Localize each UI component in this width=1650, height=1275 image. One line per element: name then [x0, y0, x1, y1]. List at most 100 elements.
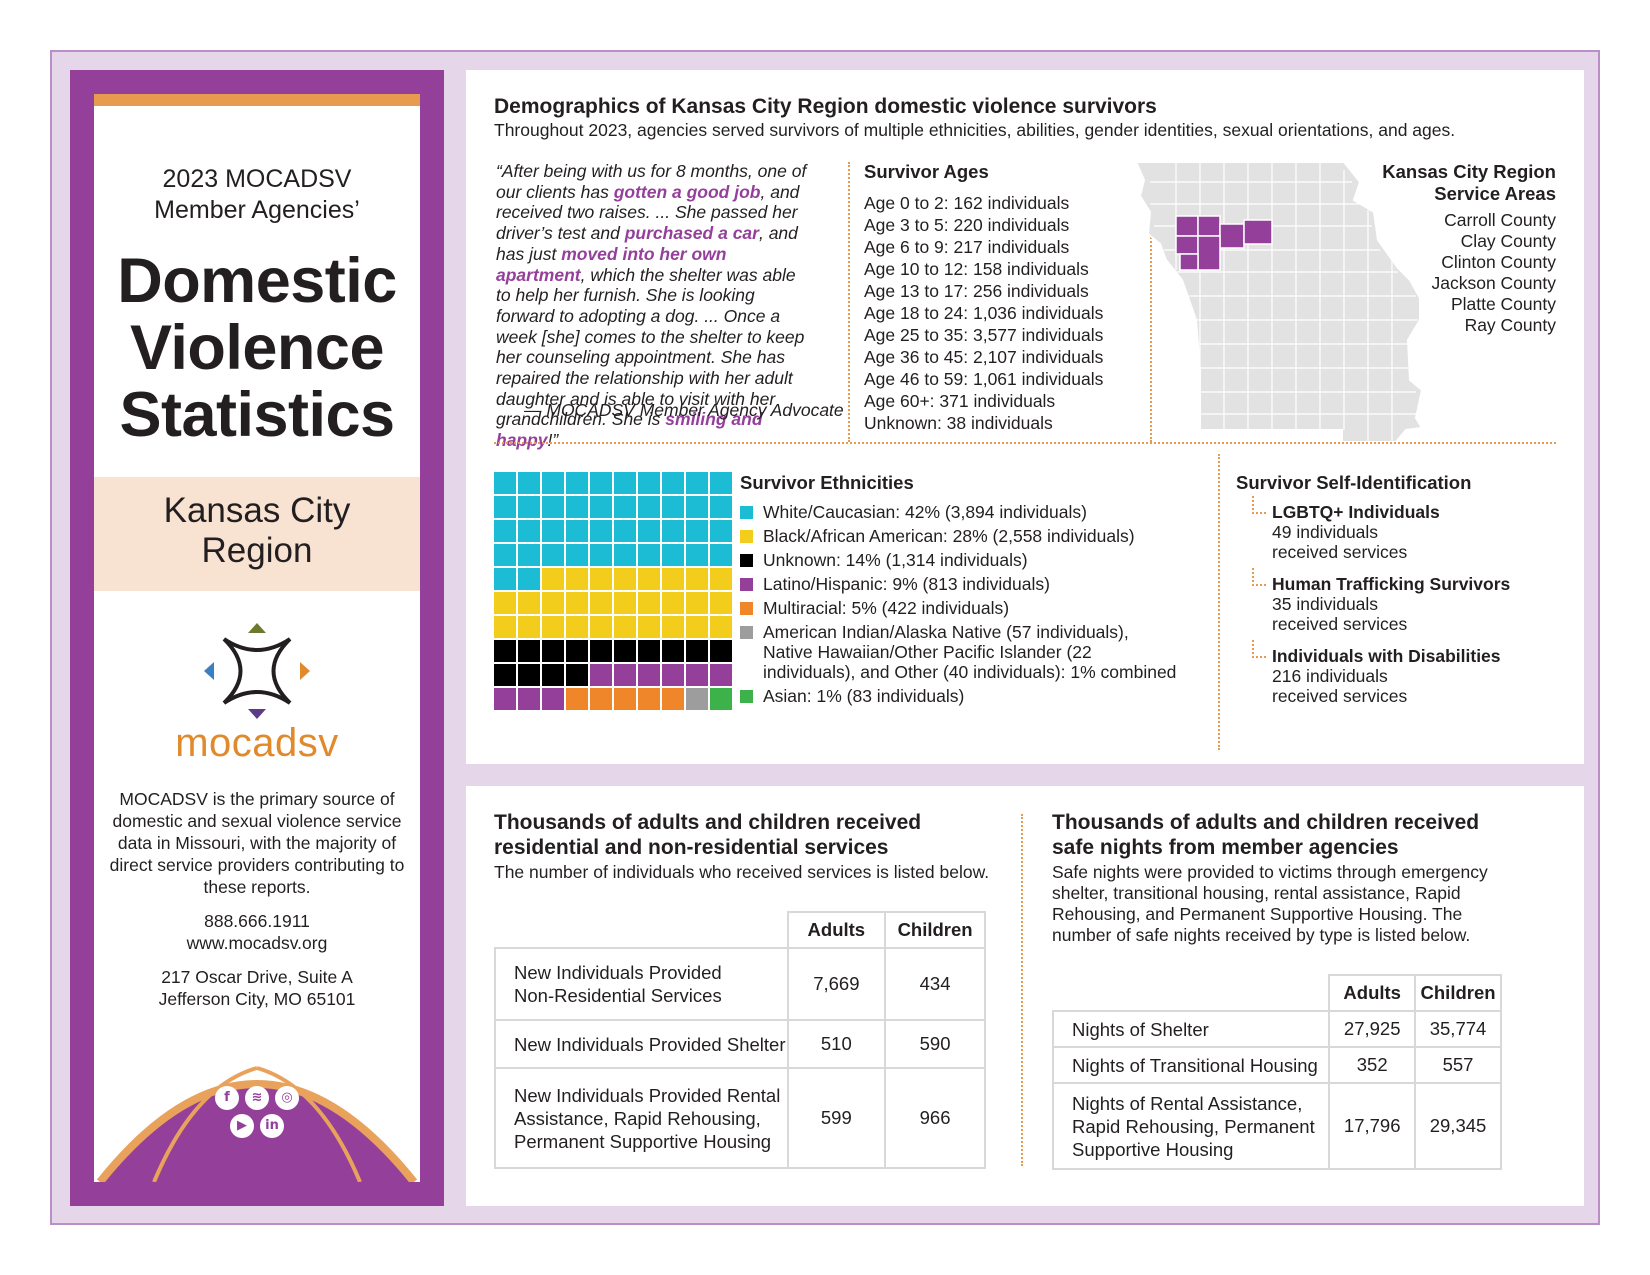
subtitle-line: 2023 MOCADSV	[162, 165, 352, 193]
self-id-value: 35 individuals	[1272, 594, 1379, 614]
services-title: Thousands of adults and children receive…	[494, 810, 921, 860]
sidebar-card: 2023 MOCADSV Member Agencies’ Domestic V…	[94, 94, 420, 1182]
county-item: Platte County	[1450, 294, 1556, 314]
waffle-cell	[590, 496, 612, 518]
waffle-cell	[518, 616, 540, 638]
linkedin-icon[interactable]: in	[260, 1114, 284, 1138]
waffle-cell	[494, 592, 516, 614]
legend-item: Latino/Hispanic: 9% (813 individuals)	[740, 574, 1180, 594]
sidebar: 2023 MOCADSV Member Agencies’ Domestic V…	[70, 70, 444, 1206]
title-line: Domestic	[117, 246, 397, 316]
county-item: Carroll County	[1444, 210, 1556, 230]
kansas-city-region	[1175, 215, 1273, 271]
self-id-value: received services	[1272, 614, 1408, 634]
waffle-cell	[638, 472, 660, 494]
address: 217 Oscar Drive, Suite A Jefferson City,…	[94, 966, 420, 1010]
waffle-cell	[566, 520, 588, 542]
adults-value: 27,925	[1328, 1010, 1417, 1048]
legend-label: Black/African American: 28% (2,558 indiv…	[763, 526, 1135, 546]
self-id-title-text: Individuals with Disabilities	[1272, 646, 1501, 666]
demographics-panel: Demographics of Kansas City Region domes…	[466, 70, 1584, 764]
instagram-icon[interactable]: ◎	[275, 1086, 299, 1110]
waffle-cell	[662, 688, 684, 710]
adults-value: 17,796	[1328, 1082, 1417, 1170]
waffle-cell	[566, 688, 588, 710]
table-row: Nights of Rental Assistance, Rapid Rehous…	[1051, 1082, 1502, 1170]
quote-text: , which the shelter was able to help her…	[496, 264, 805, 430]
divider	[848, 162, 850, 442]
divider	[1218, 454, 1220, 750]
waffle-cell	[614, 472, 636, 494]
row-label-line: Non-Residential Services	[514, 985, 722, 1006]
title-line: Thousands of adults and children receive…	[1052, 811, 1480, 834]
legend-swatch	[740, 506, 753, 519]
col-adults: Adults	[1328, 974, 1417, 1012]
waffle-cell	[518, 520, 540, 542]
waffle-cell	[518, 496, 540, 518]
table-header-blank	[495, 912, 789, 949]
row-label: New Individuals Provided Non-Residential …	[494, 947, 789, 1021]
self-id-item: Individuals with Disabilities 216 individ…	[1252, 640, 1552, 706]
title-line: Violence	[130, 313, 384, 383]
waffle-cell	[662, 616, 684, 638]
self-id-title-text: LGBTQ+ Individuals	[1272, 502, 1440, 522]
services-panel: Thousands of adults and children receive…	[466, 786, 1584, 1206]
waffle-cell	[686, 592, 708, 614]
waffle-cell	[542, 472, 564, 494]
quote-text: , and has just	[496, 223, 798, 264]
age-item: Age 13 to 17: 256 individuals	[864, 281, 1089, 301]
legend-item: Unknown: 14% (1,314 individuals)	[740, 550, 1180, 570]
legend-label: Latino/Hispanic: 9% (813 individuals)	[763, 574, 1050, 594]
waffle-cell	[638, 688, 660, 710]
divider	[1021, 814, 1023, 1166]
col-adults: Adults	[786, 911, 887, 949]
map-title-line: Service Areas	[1434, 183, 1556, 204]
waffle-cell	[614, 616, 636, 638]
waffle-cell	[542, 688, 564, 710]
waffle-cell	[662, 592, 684, 614]
safe-nights-table: Adults Children Nights of Shelter 27,925 3…	[1051, 974, 1502, 1170]
youtube-icon[interactable]: ▶	[230, 1114, 254, 1138]
waffle-cell	[662, 496, 684, 518]
adults-value: 510	[786, 1019, 887, 1069]
waffle-cell	[710, 664, 732, 686]
table-row: New Individuals Provided Rental Assistanc…	[494, 1067, 986, 1169]
children-value: 29,345	[1414, 1082, 1502, 1170]
waffle-cell	[566, 472, 588, 494]
waffle-cell	[710, 520, 732, 542]
row-label-line: Rapid Rehousing, Permanent	[1072, 1115, 1315, 1137]
quote-highlight: gotten a good job	[613, 181, 761, 202]
waffle-cell	[614, 496, 636, 518]
row-label-line: Nights of Transitional Housing	[1072, 1054, 1318, 1076]
waffle-cell	[494, 520, 516, 542]
facebook-icon[interactable]: f	[215, 1086, 239, 1110]
row-label-line: New Individuals Provided Rental	[514, 1084, 781, 1106]
quote-text: !”	[547, 430, 559, 451]
phone-number[interactable]: 888.666.1911	[204, 911, 310, 931]
legend-item: American Indian/Alaska Native (57 indivi…	[740, 622, 1180, 682]
waffle-cell	[590, 664, 612, 686]
county-item: Clinton County	[1441, 252, 1556, 272]
waffle-cell	[566, 592, 588, 614]
self-id-value: received services	[1272, 686, 1408, 706]
row-label: Nights of Transitional Housing	[1051, 1046, 1331, 1084]
ages-list: Age 0 to 2: 162 individuals Age 3 to 5: 2…	[864, 192, 1103, 434]
waffle-cell	[590, 520, 612, 542]
waffle-cell	[710, 568, 732, 590]
county-list: Carroll County Clay County Clinton County J…	[1431, 210, 1556, 336]
legend-swatch	[740, 554, 753, 567]
ethnicity-waffle-chart	[494, 472, 732, 710]
title-line: residential and non-residential services	[494, 836, 889, 859]
waffle-cell	[686, 664, 708, 686]
waffle-cell	[614, 592, 636, 614]
waffle-cell	[614, 520, 636, 542]
quote-text: , and received two raises. ... She passe…	[496, 181, 800, 244]
waffle-cell	[638, 640, 660, 662]
self-id-item: Human Trafficking Survivors 35 individual…	[1252, 568, 1552, 634]
website-link[interactable]: www.mocadsv.org	[186, 933, 328, 953]
waffle-cell	[614, 664, 636, 686]
legend-swatch	[740, 602, 753, 615]
legend-item: White/Caucasian: 42% (3,894 individuals)	[740, 502, 1180, 522]
spotify-icon[interactable]: ≋	[245, 1086, 269, 1110]
waffle-cell	[590, 688, 612, 710]
